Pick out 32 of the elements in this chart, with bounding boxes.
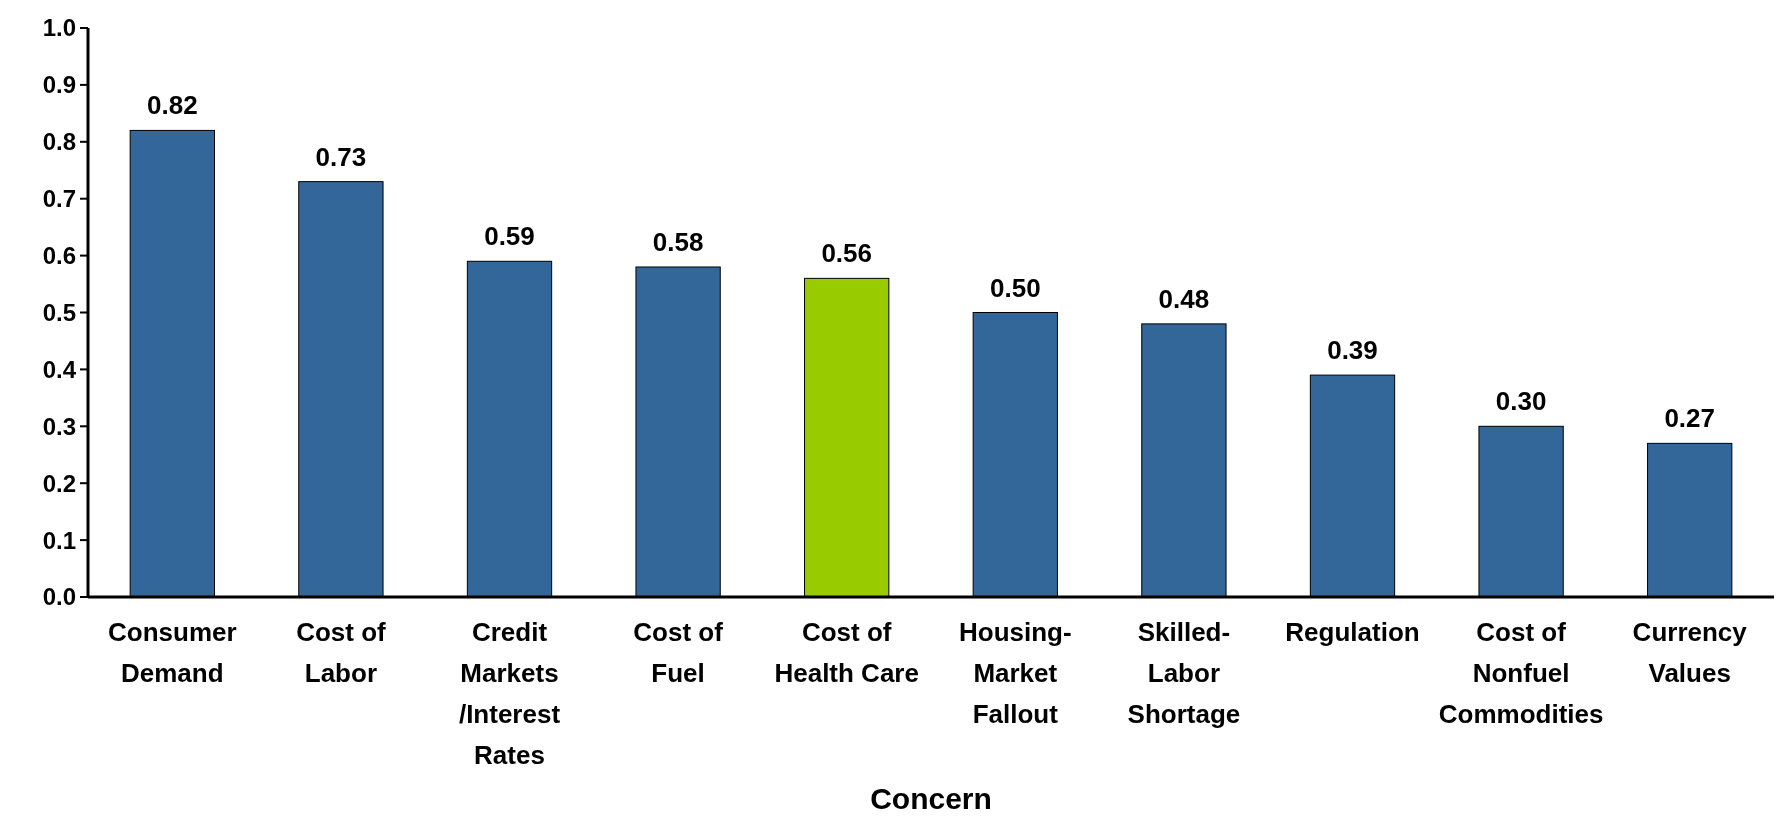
y-tick-label: 0.8: [42, 128, 76, 156]
x-tick-label: Cost of Nonfuel Commodities: [1438, 617, 1604, 729]
y-tick-label: 1.0: [42, 14, 76, 42]
data-label: 0.58: [652, 226, 704, 257]
x-tick-label: Cost of Health Care: [774, 617, 919, 688]
data-label: 0.56: [821, 238, 872, 269]
data-label: 0.73: [315, 141, 367, 172]
y-tick-label: 0.1: [42, 526, 76, 554]
data-label: 0.27: [1664, 403, 1715, 434]
x-tick-label: Currency Values: [1632, 617, 1748, 688]
x-tick-label: Cost of Fuel: [633, 617, 724, 688]
x-tick-label: Consumer Demand: [108, 617, 237, 688]
x-axis-title: Concern: [870, 782, 992, 815]
data-label: 0.48: [1158, 283, 1210, 314]
data-label: 0.82: [147, 90, 198, 121]
y-tick-label: 0.2: [42, 469, 76, 497]
data-label: 0.59: [484, 221, 535, 252]
data-label: 0.50: [990, 272, 1041, 303]
x-tick-label: Skilled-Labor Shortage: [1127, 617, 1241, 729]
data-label: 0.30: [1495, 386, 1547, 417]
x-tick-label: Credit Markets /Interest Rates: [458, 617, 561, 770]
y-tick-label: 0.3: [42, 412, 76, 440]
y-tick-label: 0.0: [42, 583, 76, 611]
y-tick-label: 0.6: [42, 242, 76, 269]
x-tick-label: Regulation: [1285, 617, 1420, 647]
x-tick-label: Cost of Labor: [296, 617, 387, 688]
y-tick-label: 0.9: [42, 71, 76, 99]
x-tick-label: Housing-Market Fallout: [958, 617, 1072, 729]
y-tick-label: 0.7: [42, 185, 76, 213]
y-tick-label: 0.5: [42, 298, 76, 326]
data-label: 0.39: [1327, 335, 1378, 366]
y-tick-label: 0.4: [42, 355, 77, 383]
